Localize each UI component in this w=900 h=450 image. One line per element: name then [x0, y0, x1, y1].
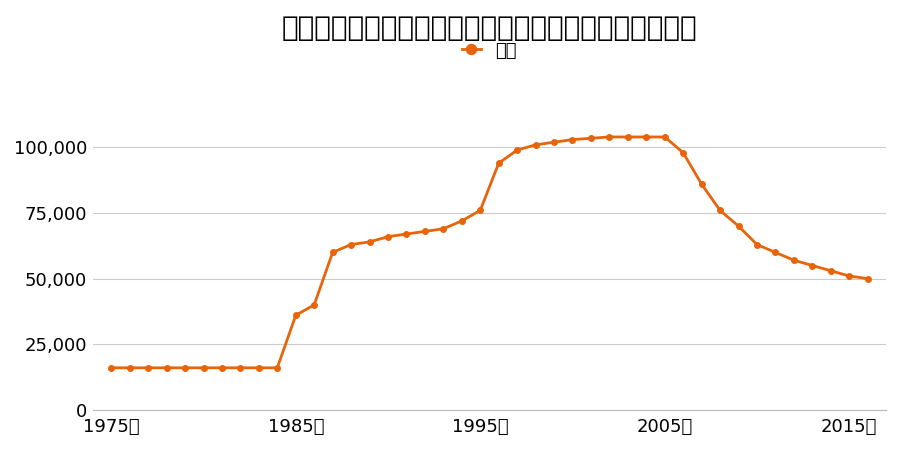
価格: [697, 181, 707, 187]
価格: [161, 365, 172, 370]
価格: [401, 231, 412, 237]
価格: [493, 161, 504, 166]
価格: [567, 137, 578, 142]
価格: [438, 226, 449, 231]
価格: [382, 234, 393, 239]
価格: [549, 140, 560, 145]
価格: [825, 268, 836, 274]
価格: [217, 365, 228, 370]
価格: [124, 365, 135, 370]
Legend: 価格: 価格: [463, 42, 517, 60]
価格: [364, 239, 375, 245]
価格: [770, 250, 781, 255]
価格: [198, 365, 209, 370]
価格: [512, 148, 523, 153]
Line: 価格: 価格: [109, 134, 870, 371]
価格: [346, 242, 356, 247]
価格: [530, 142, 541, 148]
価格: [788, 257, 799, 263]
価格: [752, 242, 762, 247]
価格: [641, 134, 652, 140]
価格: [180, 365, 191, 370]
価格: [660, 134, 670, 140]
Title: 山口県下松市大字東豊井字半上１２０７番３の地価推移: 山口県下松市大字東豊井字半上１２０７番３の地価推移: [282, 14, 698, 42]
価格: [272, 365, 283, 370]
価格: [604, 134, 615, 140]
価格: [328, 250, 338, 255]
価格: [254, 365, 265, 370]
価格: [106, 365, 117, 370]
価格: [235, 365, 246, 370]
価格: [623, 134, 634, 140]
価格: [309, 302, 320, 307]
価格: [715, 208, 725, 213]
価格: [456, 218, 467, 224]
価格: [419, 229, 430, 234]
価格: [844, 273, 855, 279]
価格: [291, 313, 302, 318]
価格: [678, 150, 688, 155]
価格: [862, 276, 873, 281]
価格: [807, 263, 818, 268]
価格: [475, 208, 486, 213]
価格: [586, 135, 597, 141]
価格: [143, 365, 154, 370]
価格: [734, 224, 744, 229]
